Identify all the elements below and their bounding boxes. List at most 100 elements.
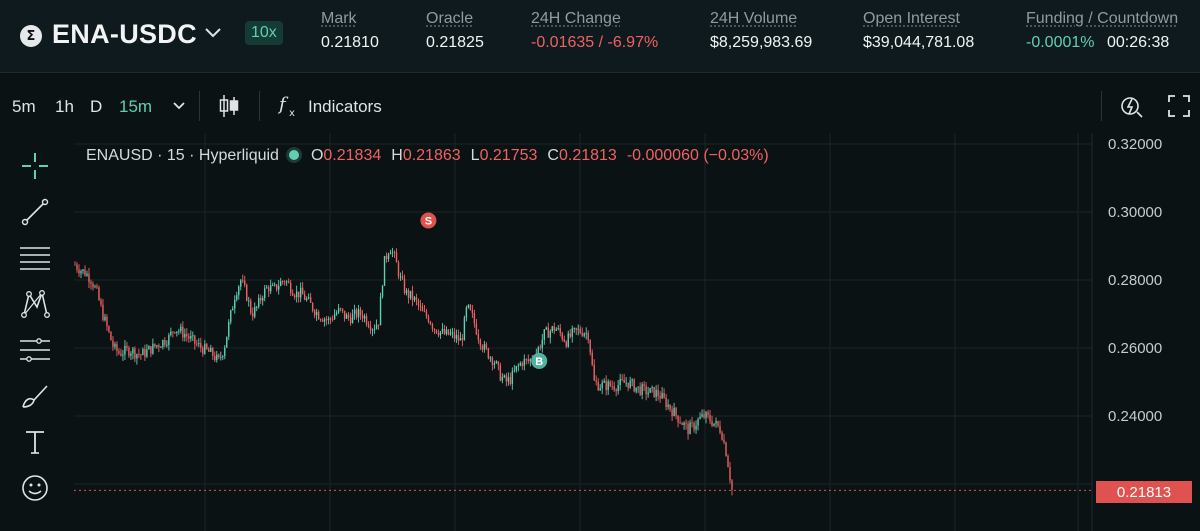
candle-body: [86, 273, 88, 276]
candles-icon[interactable]: [217, 93, 241, 119]
fullscreen-icon[interactable]: [1168, 95, 1190, 117]
text-tool[interactable]: [18, 425, 52, 459]
candle-body: [100, 299, 102, 305]
candle-body: [493, 363, 496, 365]
indicators-button[interactable]: Indicators: [308, 97, 382, 116]
candle-body: [641, 384, 643, 395]
candle-body: [667, 404, 669, 408]
chevron-down-icon[interactable]: [204, 26, 222, 40]
candle-body: [277, 285, 280, 290]
fx-icon[interactable]: f x: [277, 93, 301, 119]
candle-body: [695, 425, 697, 430]
candle-body: [585, 332, 587, 334]
candle-body: [160, 347, 162, 348]
chevron-down-icon[interactable]: [172, 101, 186, 111]
candle-body: [128, 347, 130, 356]
candle-body: [148, 346, 150, 350]
candle-body: [561, 333, 563, 340]
stat-label: Mark: [321, 10, 357, 27]
candle-body: [126, 345, 128, 348]
candle-body: [361, 315, 364, 319]
candle-body: [523, 359, 526, 366]
candle-body: [455, 335, 458, 339]
timeframe-15m[interactable]: 15m: [119, 97, 153, 116]
y-tick-label: 0.32000: [1108, 136, 1163, 153]
candle-body: [487, 348, 490, 359]
candle-body: [619, 378, 621, 386]
candle-body: [547, 327, 549, 338]
candle-body: [367, 324, 370, 327]
candle-body: [683, 422, 685, 425]
candle-body: [80, 271, 82, 274]
horizontal-lines-tool[interactable]: [18, 241, 52, 275]
candle-body: [250, 300, 252, 314]
brush-tool[interactable]: [18, 379, 52, 413]
candle-body: [150, 346, 152, 354]
candle-body: [264, 288, 266, 299]
candle-body: [651, 387, 653, 389]
candle-body: [545, 327, 547, 330]
candle-body: [661, 392, 663, 399]
candle-body: [611, 385, 613, 387]
candle-body: [405, 290, 408, 294]
candle-body: [371, 329, 374, 331]
pattern-icon: [21, 290, 50, 318]
leverage-badge[interactable]: 10x: [245, 21, 283, 45]
trade-markers: SB: [420, 212, 548, 369]
candle-body: [319, 319, 322, 321]
candle-body: [283, 281, 286, 283]
candle-body: [232, 308, 234, 311]
candle-body: [76, 264, 78, 270]
candle-body: [172, 331, 174, 333]
candle-body: [615, 389, 617, 392]
pattern-tool[interactable]: [18, 287, 52, 321]
candle-body: [589, 340, 591, 353]
candle-body: [291, 293, 294, 296]
candle-body: [673, 407, 675, 417]
candle-body: [425, 311, 428, 317]
candle-body: [665, 397, 667, 408]
timeframe-5m[interactable]: 5m: [12, 97, 36, 116]
svg-text:f: f: [277, 94, 289, 115]
candle-body: [258, 297, 260, 307]
candle-body: [124, 345, 126, 355]
candle-body: [234, 299, 236, 309]
stat-funding: Funding / Countdown -0.0001% 00:26:38: [1026, 10, 1178, 52]
trend-line-tool[interactable]: [18, 195, 52, 229]
candle-body: [331, 319, 334, 320]
candle-body: [569, 333, 571, 337]
candle-body: [693, 422, 695, 430]
emoji-tool[interactable]: [18, 471, 52, 505]
candle-body: [403, 278, 406, 294]
candle-body: [653, 387, 655, 397]
candle-body: [323, 319, 326, 322]
candle-body: [110, 331, 112, 341]
candle-body: [579, 328, 581, 333]
price-chart[interactable]: SB: [0, 133, 1200, 531]
pair-selector[interactable]: ENA-USDC: [52, 19, 197, 49]
candle-body: [713, 423, 715, 426]
candle-body: [106, 316, 108, 327]
candle-body: [357, 309, 360, 318]
measure-tool[interactable]: [18, 333, 52, 367]
timeframe-d[interactable]: D: [90, 97, 103, 116]
candle-body: [132, 348, 134, 354]
candle-body: [511, 371, 514, 384]
candle-body: [443, 328, 446, 335]
candle-body: [156, 345, 158, 347]
market-status-icon: [288, 150, 299, 160]
candle-body: [351, 314, 354, 324]
candle-body: [603, 380, 605, 383]
candle-body: [485, 344, 488, 349]
candle-body: [725, 442, 727, 457]
crosshair-tool[interactable]: [18, 149, 52, 183]
alert-icon[interactable]: [1118, 93, 1144, 119]
candle-body: [677, 415, 679, 423]
candle-body: [273, 284, 276, 286]
y-tick-label: 0.28000: [1108, 272, 1163, 289]
candle-body: [491, 357, 494, 365]
stat-24h-change: 24H Change -0.01635 / -6.97%: [531, 10, 658, 52]
timeframe-1h[interactable]: 1h: [55, 97, 74, 116]
candle-body: [222, 356, 224, 358]
